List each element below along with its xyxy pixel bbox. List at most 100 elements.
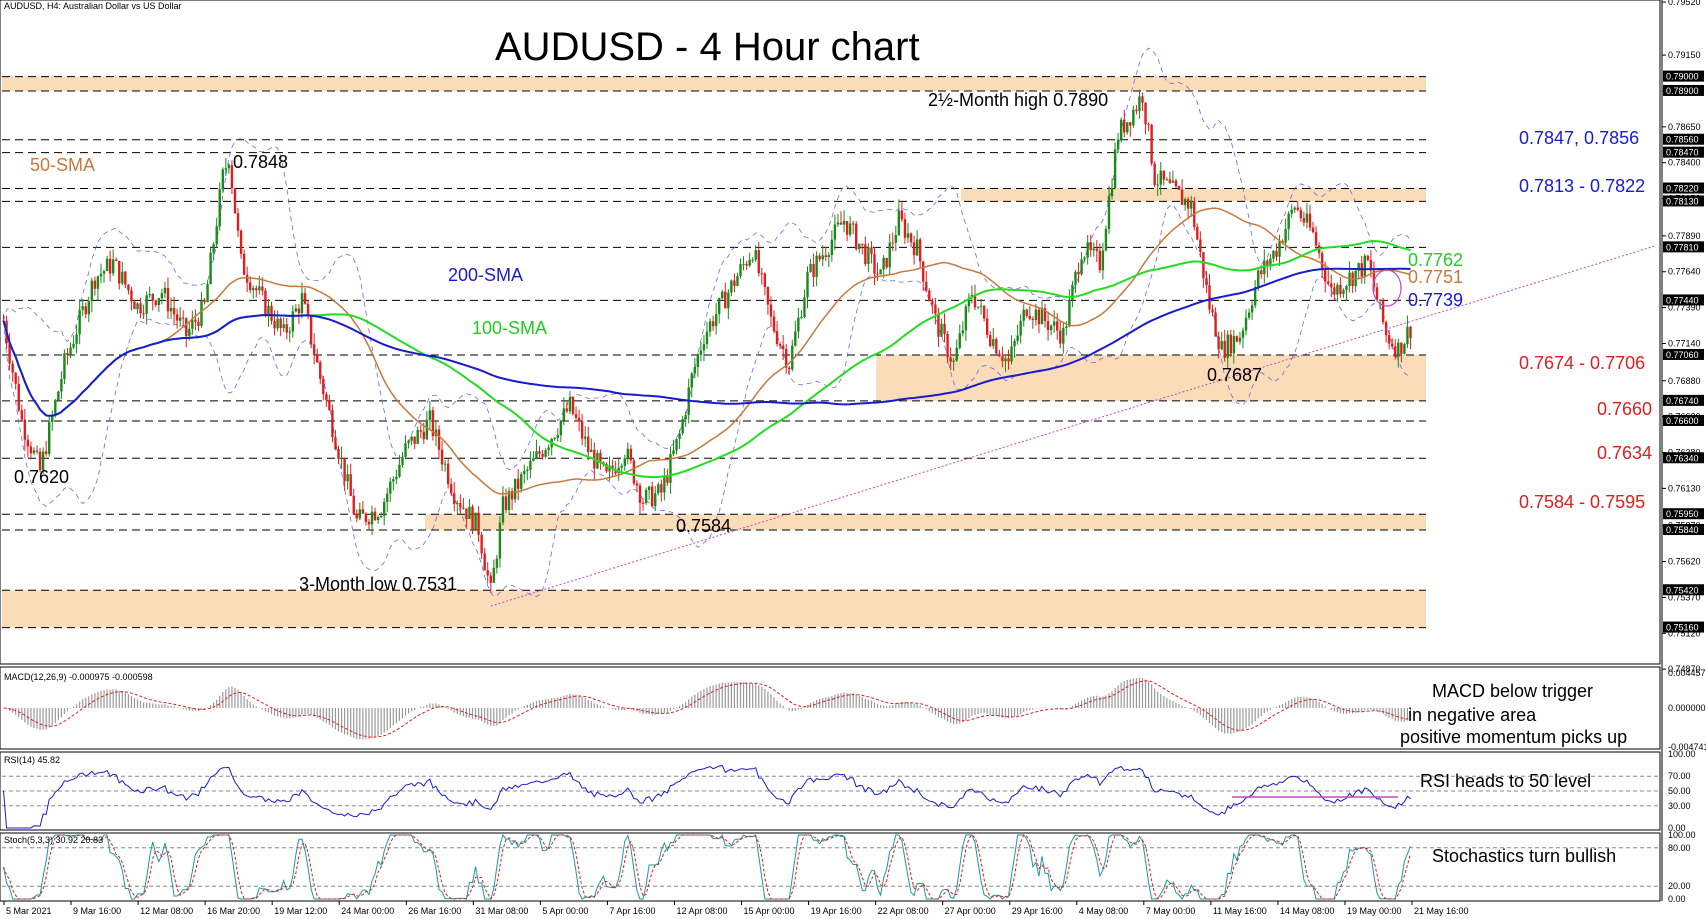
candle-body: [772, 316, 776, 332]
candle-body: [191, 319, 194, 329]
rsi-tick-label: 100.00: [1668, 749, 1696, 759]
level-tag: [1663, 414, 1704, 426]
price-tick-label: 0.77890: [1668, 231, 1701, 241]
candle-body: [300, 293, 304, 314]
candle-body: [248, 282, 252, 291]
candle-body: [105, 258, 109, 272]
candle-body: [1281, 241, 1284, 243]
candle-body: [407, 440, 410, 444]
candle-body: [778, 344, 782, 346]
macd-tick-label: 0.004457: [1668, 668, 1706, 678]
candle-body: [44, 451, 48, 454]
candle-body: [1186, 199, 1190, 209]
candle-body: [681, 419, 684, 434]
candle-body: [897, 210, 901, 236]
candle-body: [306, 303, 310, 317]
candle-body: [1126, 122, 1129, 133]
candle-body: [1043, 308, 1047, 321]
candle-body: [827, 255, 831, 258]
candle-body: [185, 318, 188, 337]
candle-body: [1391, 343, 1394, 347]
candle-body: [1381, 299, 1385, 323]
candle-body: [769, 304, 773, 317]
candle-body: [376, 517, 380, 521]
candle-body: [1165, 179, 1169, 181]
level-tag-label: 0.75420: [1666, 585, 1699, 595]
level-tag: [1663, 182, 1704, 194]
candle-body: [200, 299, 203, 327]
candle-body: [836, 222, 840, 225]
candle-body: [529, 460, 532, 470]
candle-body: [139, 303, 142, 314]
candle-body: [1080, 259, 1083, 275]
level-tag-label: 0.77810: [1666, 242, 1699, 252]
candle-body: [1183, 199, 1187, 205]
candle-body: [346, 474, 349, 482]
candle-body: [1001, 356, 1004, 362]
candle-body: [1397, 342, 1400, 357]
candle-body: [203, 299, 206, 303]
level-tag-label: 0.78470: [1666, 148, 1699, 158]
candle-body: [794, 331, 797, 346]
candle-body: [361, 509, 365, 514]
candle-body: [431, 410, 435, 437]
candle-body: [562, 408, 566, 421]
symbol-line: AUDUSD, H4: Australian Dollar vs US Doll…: [4, 1, 182, 11]
candle-body: [851, 223, 855, 225]
candle-body: [1217, 336, 1220, 350]
candle-body: [1327, 281, 1330, 284]
candle-body: [270, 305, 273, 321]
candle-body: [520, 474, 523, 489]
candle-body: [754, 250, 757, 260]
candle-body: [188, 328, 191, 337]
candle-body: [1046, 320, 1050, 330]
candle-body: [842, 221, 846, 225]
candle-body: [443, 463, 447, 465]
candle-body: [367, 521, 371, 525]
candle-body: [663, 477, 666, 493]
candle-body: [1129, 122, 1132, 126]
macd-tick-label: 0.000000: [1668, 703, 1706, 713]
candle-body: [456, 502, 459, 505]
candle-body: [1345, 286, 1348, 291]
candle-body: [797, 317, 800, 332]
macd-pane: MACD(12,26,9) -0.000975 -0.000598 MACD b…: [0, 666, 1706, 752]
candle-body: [160, 293, 164, 299]
candle-body: [717, 298, 721, 315]
candle-body: [364, 513, 368, 522]
candle-body: [599, 452, 602, 463]
candle-body: [1171, 180, 1175, 183]
candle-body: [422, 431, 425, 440]
candle-body: [267, 305, 270, 316]
candle-body: [102, 271, 106, 274]
candle-body: [516, 478, 520, 489]
candle-body: [998, 353, 1001, 357]
candle-body: [181, 317, 185, 319]
time-tick-label: 7 Apr 16:00: [609, 906, 655, 916]
candle-body: [215, 226, 218, 245]
candle-body: [1214, 312, 1217, 337]
candle-body: [1092, 248, 1095, 251]
candle-body: [809, 263, 812, 273]
candle-body: [839, 222, 843, 225]
level-tag: [1663, 508, 1704, 520]
candle-body: [325, 394, 328, 401]
candle-body: [331, 410, 334, 438]
candle-body: [1116, 139, 1120, 150]
candle-body: [925, 281, 928, 291]
candle-body: [130, 290, 133, 302]
candle-body: [788, 367, 791, 370]
time-tick-label: 24 Mar 00:00: [341, 906, 394, 916]
candle-body: [465, 508, 468, 520]
candle-body: [507, 491, 511, 511]
candle-body: [934, 304, 937, 314]
candle-body: [480, 534, 483, 554]
rsi-note: RSI heads to 50 level: [1420, 771, 1591, 791]
candle-body: [724, 291, 727, 309]
candle-body: [148, 294, 151, 296]
candle-body: [446, 463, 450, 485]
time-tick-label: 7 May 00:00: [1146, 906, 1196, 916]
price-axis: 0.79520 0.79150 0.78900 0.78650 0.78400 0.781…: [1661, 0, 1704, 901]
candle-body: [1205, 278, 1208, 286]
